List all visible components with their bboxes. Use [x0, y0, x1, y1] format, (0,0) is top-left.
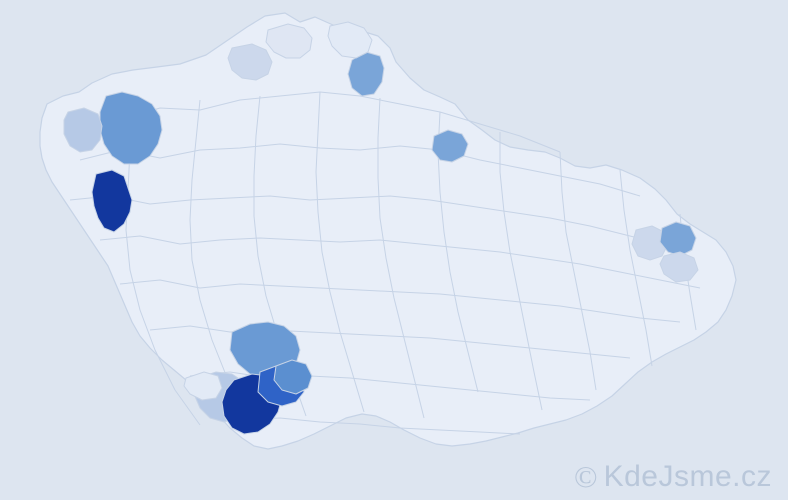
watermark-brand: KdeJsme.cz — [603, 459, 772, 493]
district-chomutov[interactable] — [227, 43, 273, 81]
district-jindrichuv-hradec[interactable] — [273, 359, 313, 395]
district-sokolov[interactable] — [99, 91, 163, 165]
district-decin[interactable] — [347, 51, 385, 97]
district-cheb[interactable] — [91, 169, 133, 233]
district-karvina[interactable] — [659, 251, 699, 283]
copyright-icon: © — [574, 459, 598, 494]
district-karlovy-vary[interactable] — [63, 107, 103, 153]
district-teplite[interactable] — [265, 23, 313, 59]
district-bruntal[interactable] — [631, 225, 669, 261]
watermark: © KdeJsme.cz — [574, 461, 772, 492]
district-opava[interactable] — [659, 221, 697, 257]
district-boundaries — [69, 91, 701, 435]
district-misc-light-1[interactable] — [183, 371, 223, 401]
district-ceska-lipa[interactable] — [327, 21, 373, 59]
district-jicin[interactable] — [431, 129, 469, 163]
country-outline — [39, 12, 737, 450]
